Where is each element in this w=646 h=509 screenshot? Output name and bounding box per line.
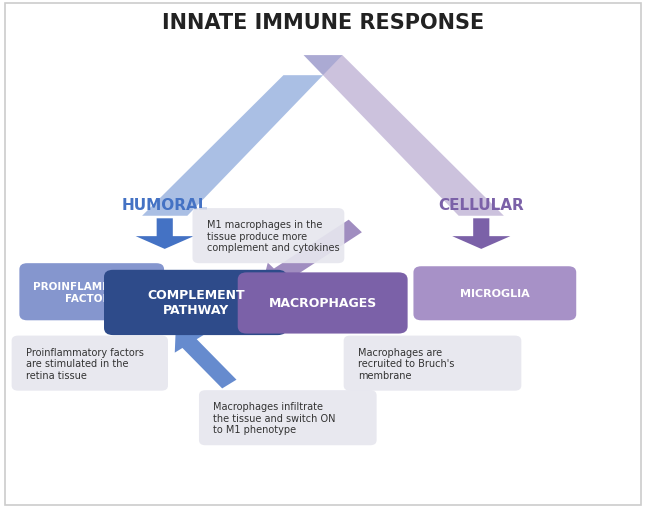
Polygon shape bbox=[304, 56, 342, 76]
FancyBboxPatch shape bbox=[344, 336, 521, 391]
Text: CELLULAR: CELLULAR bbox=[439, 198, 524, 213]
Text: INNATE IMMUNE RESPONSE: INNATE IMMUNE RESPONSE bbox=[162, 13, 484, 33]
Text: PROINFLAMMATORY
FACTORS: PROINFLAMMATORY FACTORS bbox=[33, 281, 151, 303]
Polygon shape bbox=[452, 219, 510, 249]
Text: Macrophages infiltrate
the tissue and switch ON
to M1 phenotype: Macrophages infiltrate the tissue and sw… bbox=[213, 401, 336, 435]
Text: M1 macrophages in the
tissue produce more
complement and cytokines: M1 macrophages in the tissue produce mor… bbox=[207, 219, 339, 253]
FancyBboxPatch shape bbox=[19, 264, 164, 321]
FancyBboxPatch shape bbox=[238, 273, 408, 334]
FancyBboxPatch shape bbox=[193, 209, 344, 264]
Text: MACROPHAGES: MACROPHAGES bbox=[269, 297, 377, 310]
Polygon shape bbox=[262, 220, 362, 288]
FancyBboxPatch shape bbox=[5, 4, 641, 505]
Text: Macrophages are
recruited to Bruch's
membrane: Macrophages are recruited to Bruch's mem… bbox=[358, 347, 454, 380]
FancyBboxPatch shape bbox=[199, 390, 377, 445]
Polygon shape bbox=[136, 219, 194, 249]
Text: COMPLEMENT
PATHWAY: COMPLEMENT PATHWAY bbox=[147, 289, 245, 316]
FancyBboxPatch shape bbox=[12, 336, 168, 391]
Polygon shape bbox=[142, 76, 323, 216]
Polygon shape bbox=[304, 56, 504, 216]
FancyBboxPatch shape bbox=[413, 267, 576, 321]
Text: Proinflammatory factors
are stimulated in the
retina tissue: Proinflammatory factors are stimulated i… bbox=[26, 347, 143, 380]
Text: MICROGLIA: MICROGLIA bbox=[460, 289, 530, 299]
Polygon shape bbox=[175, 330, 236, 389]
FancyBboxPatch shape bbox=[104, 270, 287, 335]
Text: HUMORAL: HUMORAL bbox=[121, 198, 208, 213]
